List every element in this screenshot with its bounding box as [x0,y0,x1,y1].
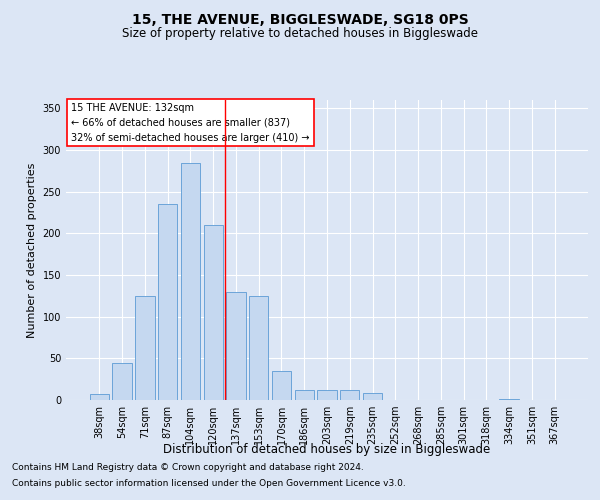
Text: Distribution of detached houses by size in Biggleswade: Distribution of detached houses by size … [163,442,491,456]
Text: Contains HM Land Registry data © Crown copyright and database right 2024.: Contains HM Land Registry data © Crown c… [12,464,364,472]
Bar [181,162,200,400]
Text: 15 THE AVENUE: 132sqm
← 66% of detached houses are smaller (837)
32% of semi-det: 15 THE AVENUE: 132sqm ← 66% of detached … [71,103,310,142]
Y-axis label: Number of detached properties: Number of detached properties [27,162,37,338]
Text: Contains public sector information licensed under the Open Government Licence v3: Contains public sector information licen… [12,478,406,488]
Bar [203,225,223,400]
Bar [363,394,382,400]
Bar [272,371,291,400]
Bar [112,362,132,400]
Bar [295,390,314,400]
Bar [499,399,519,400]
Bar [158,204,178,400]
Bar [317,390,337,400]
Text: 15, THE AVENUE, BIGGLESWADE, SG18 0PS: 15, THE AVENUE, BIGGLESWADE, SG18 0PS [131,12,469,26]
Bar [340,390,359,400]
Text: Size of property relative to detached houses in Biggleswade: Size of property relative to detached ho… [122,28,478,40]
Bar [135,296,155,400]
Bar [90,394,109,400]
Bar [249,296,268,400]
Bar [226,292,245,400]
